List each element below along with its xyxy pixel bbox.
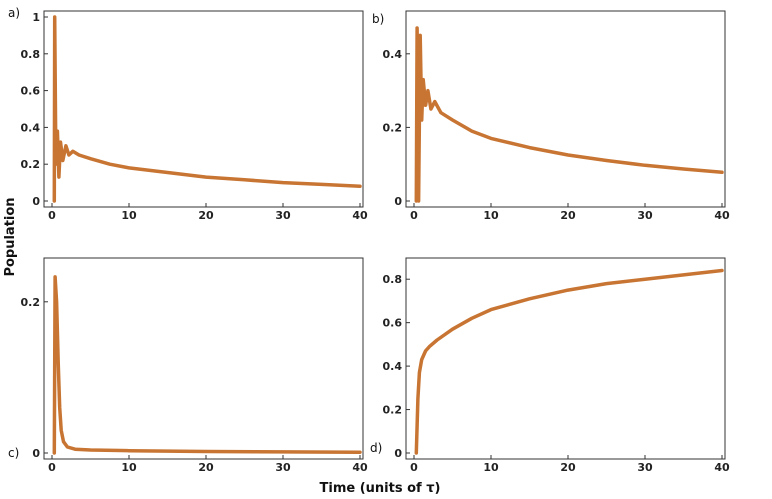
panel-label: b) [372, 12, 384, 26]
x-tick-label: 30 [637, 209, 653, 222]
x-tick-label: 0 [410, 461, 418, 474]
y-tick-label: 0.2 [383, 121, 403, 134]
y-tick-label: 0 [32, 195, 40, 208]
plot-frame [43, 257, 364, 460]
panel-4: 0 10 20 30 40 0 0.2 0.4 0.6 0.8 d) [370, 257, 730, 474]
y-axis-label: Population [3, 197, 18, 276]
panel-label: d) [370, 441, 382, 455]
y-tick-label: 0.8 [383, 273, 403, 286]
x-tick-label: 40 [352, 461, 368, 474]
x-tick-label: 40 [352, 209, 368, 222]
y-tick-label: 0.8 [21, 48, 41, 61]
x-tick-label: 30 [275, 461, 291, 474]
y-tick-label: 0.2 [21, 296, 41, 309]
x-tick-label: 20 [560, 461, 576, 474]
y-tick-label: 0 [394, 195, 402, 208]
y-tick-label: 0.2 [383, 404, 403, 417]
x-tick-label: 0 [410, 209, 418, 222]
x-tick-label: 10 [121, 461, 137, 474]
x-tick-label: 20 [560, 209, 576, 222]
y-tick-label: 0.4 [383, 48, 403, 61]
plot-frame [43, 10, 364, 208]
x-tick-label: 40 [714, 209, 730, 222]
panel-3: 0 10 20 30 40 0 0.2 c) [8, 257, 368, 474]
x-tick-label: 20 [198, 209, 214, 222]
x-tick-label: 0 [48, 209, 56, 222]
panel-label: a) [8, 6, 20, 20]
x-tick-label: 10 [483, 209, 499, 222]
y-tick-label: 0.6 [383, 317, 403, 330]
plot-frame [405, 257, 726, 460]
panels-group: 0 10 20 30 40 0 0.2 0.4 0.6 0.8 1 a) 0 10 20 30 40 0 0.2 0.… [8, 6, 730, 474]
y-tick-label: 0 [32, 447, 40, 460]
x-axis-label: Time (units of τ) [320, 481, 441, 496]
series-line [414, 268, 724, 455]
plot-frame [405, 10, 726, 208]
series-line [52, 275, 362, 455]
x-tick-label: 20 [198, 461, 214, 474]
x-tick-label: 40 [714, 461, 730, 474]
y-tick-label: 0.4 [21, 121, 41, 134]
panel-2: 0 10 20 30 40 0 0.2 0.4 b) [372, 10, 730, 222]
x-tick-label: 30 [637, 461, 653, 474]
series-line [52, 15, 362, 203]
y-tick-label: 0.6 [21, 85, 41, 98]
y-tick-label: 0.4 [383, 360, 403, 373]
y-tick-label: 0.2 [21, 158, 41, 171]
series-line [414, 26, 724, 203]
y-tick-label: 1 [32, 11, 40, 24]
panel-1: 0 10 20 30 40 0 0.2 0.4 0.6 0.8 1 a) [8, 6, 368, 222]
x-tick-label: 30 [275, 209, 291, 222]
x-tick-label: 10 [483, 461, 499, 474]
x-tick-label: 10 [121, 209, 137, 222]
y-tick-label: 0 [394, 447, 402, 460]
x-tick-label: 0 [48, 461, 56, 474]
panel-label: c) [8, 446, 19, 460]
